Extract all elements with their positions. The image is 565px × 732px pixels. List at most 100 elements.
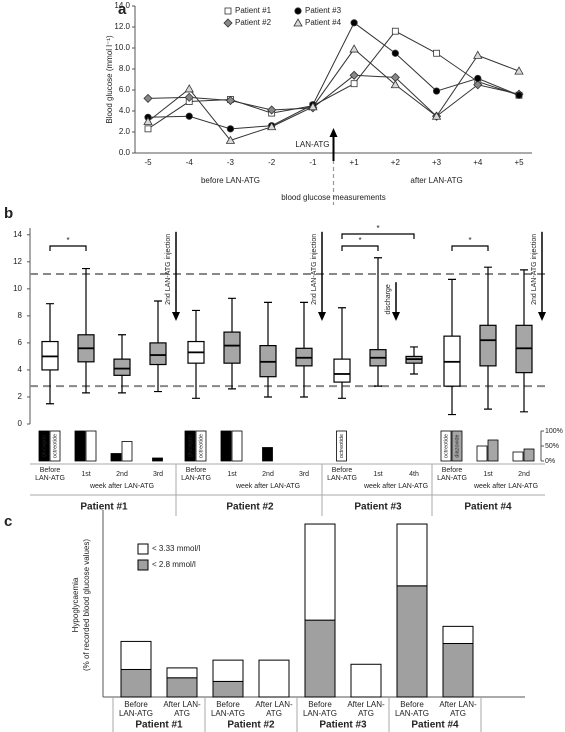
- whisker-low: [118, 375, 126, 394]
- period-label: week after LAN-ATG: [235, 483, 300, 490]
- x-tick-label: -2: [268, 158, 276, 167]
- y-tick-label: 2: [18, 392, 23, 401]
- y-tick-label: 4: [18, 365, 23, 374]
- legend-marker: [294, 7, 302, 15]
- patient-label: Patient #3: [319, 720, 367, 731]
- whisker-high: [338, 307, 346, 360]
- x-tick-label: 1st: [483, 471, 492, 478]
- box: [149, 342, 167, 366]
- treatment-bar: [195, 430, 207, 462]
- x-tick-label: After LAN-ATG: [439, 700, 477, 718]
- x-tick-label: Before LAN-ATG: [302, 700, 338, 718]
- whisker-low: [82, 361, 90, 394]
- data-point: [267, 105, 277, 115]
- patient-label: Patient #4: [411, 720, 459, 731]
- bar-segment: [442, 642, 474, 698]
- whisker-high: [484, 266, 492, 326]
- panel-label: b: [4, 205, 13, 222]
- y-tick-label: 8.0: [119, 64, 131, 73]
- x-tick-label: Before LAN-ATG: [35, 467, 65, 482]
- data-point: [143, 93, 153, 103]
- data-point: [185, 112, 193, 120]
- data-point: [308, 101, 318, 111]
- x-tick-label: -5: [144, 158, 152, 167]
- bar-segment: [166, 667, 198, 679]
- bar-segment: [396, 523, 428, 587]
- significance-label: *: [376, 224, 379, 233]
- significance-bracket: [451, 245, 489, 251]
- whisker-low: [228, 363, 236, 390]
- data-point: [349, 44, 359, 53]
- bar-segment: [120, 640, 152, 670]
- treatment-bar: [121, 441, 133, 462]
- treatment-bar: [487, 439, 499, 462]
- whisker-low: [338, 382, 346, 399]
- event-arrowhead: [318, 312, 326, 321]
- data-point: [350, 80, 358, 88]
- series-line: [147, 74, 520, 117]
- y-axis-title: Hypoglycaemia: [71, 577, 80, 632]
- data-point: [143, 116, 153, 125]
- data-point: [225, 95, 236, 106]
- data-point: [431, 111, 442, 120]
- event-arrowhead: [538, 312, 546, 321]
- legend-label: Patient #4: [305, 18, 342, 27]
- whisker-high: [448, 278, 456, 337]
- x-tick-label: +1: [350, 158, 360, 167]
- x-tick-label: Before LAN-ATG: [394, 700, 430, 718]
- patient-label: Patient #4: [464, 502, 512, 513]
- whisker-high: [374, 257, 382, 350]
- series-line: [147, 22, 520, 130]
- data-point: [474, 74, 482, 83]
- treatment-bar: [85, 430, 97, 462]
- whisker-low: [520, 372, 528, 413]
- treatment-bar: [231, 430, 243, 462]
- x-tick-label: +4: [473, 158, 483, 167]
- x-tick-label: 2nd: [518, 471, 530, 478]
- legend-label: Patient #2: [235, 18, 272, 27]
- whisker-high: [82, 267, 90, 335]
- bar-segment: [212, 659, 244, 682]
- x-tick-label: After LAN-ATG: [255, 700, 293, 718]
- y-tick-label: 0: [18, 419, 23, 428]
- event-arrowhead: [329, 128, 338, 137]
- whisker-high: [118, 334, 126, 360]
- whisker-high: [410, 346, 418, 357]
- y-tick-label: 14: [13, 230, 22, 239]
- legend-marker: [293, 18, 303, 27]
- y-tick-label: 6: [18, 338, 23, 347]
- treatment-label: glucagon: [41, 435, 47, 457]
- x-tick-label: Before LAN-ATG: [118, 700, 154, 718]
- x-tick-label: 2nd: [262, 471, 274, 478]
- y-tick-label: 8: [18, 311, 23, 320]
- whisker-high: [154, 300, 162, 343]
- whisker-high: [264, 301, 272, 346]
- series-line: [147, 30, 520, 130]
- x-tick-label: 1st: [227, 471, 236, 478]
- patient-label: Patient #2: [226, 502, 274, 513]
- treatment-label: octreotide: [198, 434, 204, 458]
- data-point: [349, 70, 359, 80]
- event-label: 2nd LAN-ATG injection: [165, 234, 172, 305]
- y-tick-label: 10: [13, 284, 22, 293]
- x-tick-label: -3: [227, 158, 235, 167]
- whisker-low: [264, 376, 272, 398]
- x-tick-label: Before LAN-ATG: [327, 467, 357, 482]
- treatment-bar: [74, 430, 86, 462]
- x-tick-label: After LAN-ATG: [163, 700, 201, 718]
- x-tick-label: 4th: [409, 471, 419, 478]
- treatment-bar: [38, 430, 50, 462]
- significance-bracket: [49, 245, 87, 251]
- x-tick-label: +2: [391, 158, 401, 167]
- x-tick-label: -4: [186, 158, 194, 167]
- whisker-low: [192, 363, 200, 399]
- legend-label: < 2.8 mmol/l: [152, 560, 196, 569]
- y-axis-title: (% of recorded blood glucose values): [82, 539, 91, 671]
- event-arrowhead: [172, 312, 180, 321]
- y2-tick-label: 50%: [545, 443, 559, 450]
- data-point: [144, 125, 152, 133]
- phase-label: before LAN-ATG: [201, 176, 260, 185]
- y-tick-label: 2.0: [119, 127, 131, 136]
- data-point: [473, 80, 483, 90]
